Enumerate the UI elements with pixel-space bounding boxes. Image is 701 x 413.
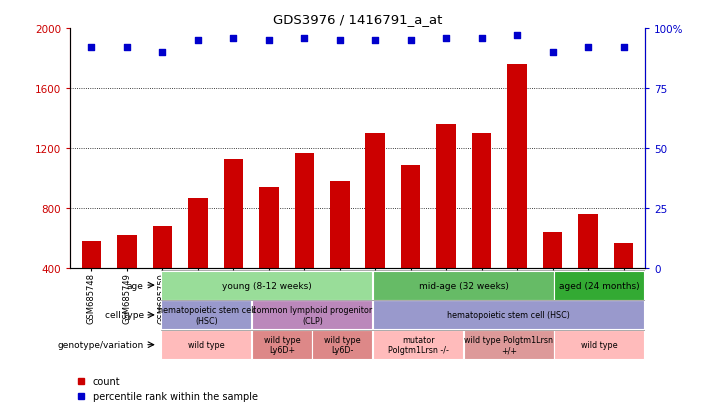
Bar (224, 159, 243, 268)
Point (405, 38, 416, 44)
Bar (259, 188, 278, 268)
Bar (252, 330, 312, 359)
Text: wild type
Ly6D+: wild type Ly6D+ (264, 335, 301, 354)
Text: age: age (127, 281, 144, 290)
Point (441, 35, 452, 42)
Point (228, 35, 239, 42)
Bar (252, 301, 372, 330)
Bar (543, 233, 562, 268)
Point (192, 38, 203, 44)
Bar (463, 330, 554, 359)
Bar (161, 330, 251, 359)
Point (476, 35, 487, 42)
Point (334, 38, 346, 44)
Text: aged (24 months): aged (24 months) (559, 281, 640, 290)
Point (512, 33, 523, 39)
Bar (472, 134, 491, 268)
Text: percentile rank within the sample: percentile rank within the sample (93, 391, 258, 401)
Bar (373, 301, 644, 330)
Bar (554, 271, 644, 300)
Bar (188, 198, 207, 268)
Bar (437, 125, 456, 268)
Text: wild type: wild type (189, 340, 225, 349)
Bar (373, 330, 463, 359)
Text: mid-age (32 weeks): mid-age (32 weeks) (418, 281, 508, 290)
Bar (330, 182, 350, 268)
Bar (401, 165, 421, 268)
Bar (578, 215, 598, 268)
Text: count: count (93, 376, 121, 386)
Bar (161, 301, 251, 330)
Bar (161, 271, 372, 300)
Point (618, 45, 629, 51)
Bar (117, 235, 137, 268)
Bar (508, 65, 527, 268)
Text: wild type Polgtm1Lrsn
+/+: wild type Polgtm1Lrsn +/+ (464, 335, 553, 354)
Point (369, 38, 381, 44)
Point (547, 50, 558, 56)
Bar (373, 271, 554, 300)
Bar (294, 153, 314, 268)
Bar (153, 226, 172, 268)
Bar (614, 243, 634, 268)
Point (263, 38, 274, 44)
Point (583, 45, 594, 51)
Text: young (8-12 weeks): young (8-12 weeks) (222, 281, 312, 290)
Text: hematopoietic stem cell (HSC): hematopoietic stem cell (HSC) (447, 311, 571, 320)
Bar (313, 330, 372, 359)
Point (86, 45, 97, 51)
Point (121, 45, 132, 51)
Text: wild type: wild type (581, 340, 618, 349)
Point (299, 35, 310, 42)
Bar (365, 134, 385, 268)
Bar (81, 242, 101, 268)
Text: genotype/variation: genotype/variation (57, 340, 144, 349)
Text: common lymphoid progenitor
(CLP): common lymphoid progenitor (CLP) (252, 306, 372, 325)
Title: GDS3976 / 1416791_a_at: GDS3976 / 1416791_a_at (273, 13, 442, 26)
Text: cell type: cell type (104, 311, 144, 320)
Bar (554, 330, 644, 359)
Text: hematopoietic stem cell
(HSC): hematopoietic stem cell (HSC) (158, 306, 255, 325)
Text: wild type
Ly6D-: wild type Ly6D- (325, 335, 361, 354)
Point (157, 50, 168, 56)
Text: mutator
Polgtm1Lrsn -/-: mutator Polgtm1Lrsn -/- (388, 335, 449, 354)
